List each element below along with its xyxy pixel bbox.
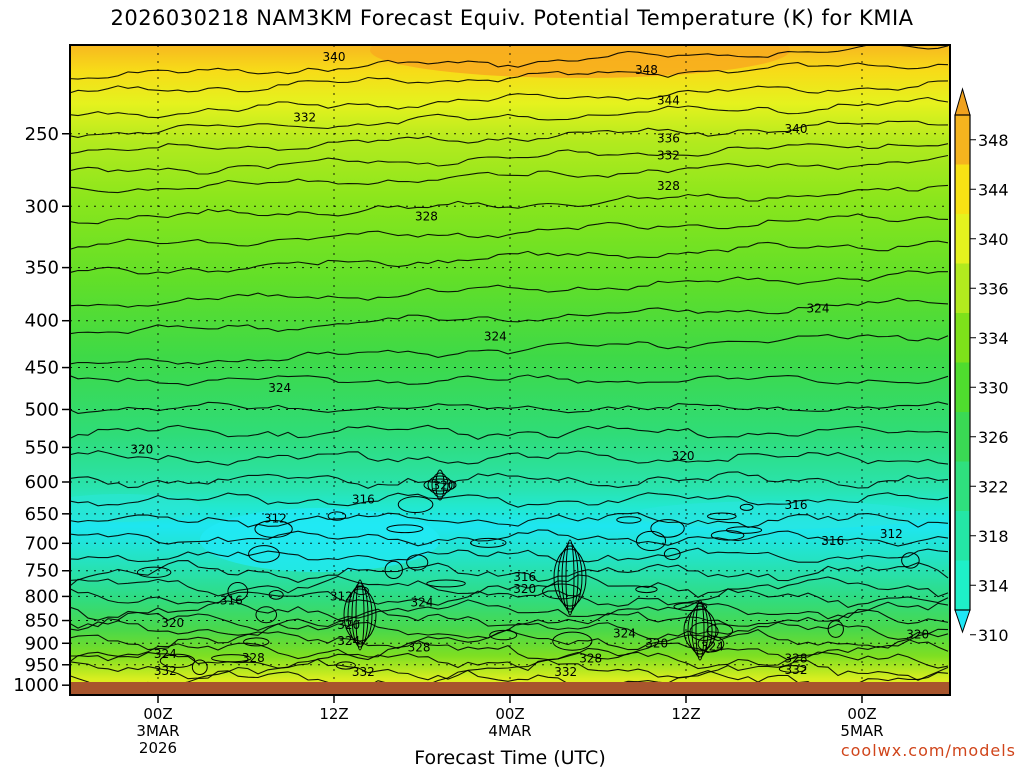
chart-title: 2026030218 NAM3KM Forecast Equiv. Potent… bbox=[110, 6, 914, 30]
y-tick-label: 600 bbox=[25, 472, 59, 493]
contour-label: 328 bbox=[657, 179, 680, 193]
contour-label: 324 bbox=[613, 626, 636, 640]
contour-label: 348 bbox=[635, 63, 658, 77]
x-tick-label: 2026 bbox=[139, 739, 177, 757]
colorbar-segment bbox=[955, 263, 970, 314]
contour-label: 316 bbox=[513, 570, 536, 584]
contour-label: 340 bbox=[785, 122, 808, 136]
contour-label: 320 bbox=[337, 618, 360, 632]
contour-label: 316 bbox=[821, 534, 844, 548]
y-tick-label: 250 bbox=[25, 124, 59, 145]
colorbar-label: 326 bbox=[978, 428, 1009, 447]
y-tick-label: 850 bbox=[25, 611, 59, 632]
site-watermark: coolwx.com/models bbox=[840, 741, 1016, 760]
colorbar-segment bbox=[955, 164, 970, 215]
colorbar-label: 334 bbox=[978, 329, 1009, 348]
colorbar-segment bbox=[955, 362, 970, 413]
contour-label: 324 bbox=[484, 329, 507, 343]
x-tick-label: 00Z bbox=[143, 705, 172, 723]
contour-label: 344 bbox=[657, 94, 680, 108]
contour-label: 312 bbox=[880, 527, 903, 541]
colorbar-label: 348 bbox=[978, 131, 1009, 150]
contour-label: 316 bbox=[785, 498, 808, 512]
contour-label: 320 bbox=[161, 616, 184, 630]
contour-label: 320 bbox=[513, 582, 536, 596]
colorbar-segment bbox=[955, 412, 970, 462]
y-tick-label: 550 bbox=[25, 437, 59, 458]
y-tick-label: 1000 bbox=[13, 675, 59, 696]
colorbar-frame bbox=[954, 114, 971, 611]
y-tick-label: 750 bbox=[25, 561, 59, 582]
contour-label: 320 bbox=[672, 449, 695, 463]
contour-label: 324 bbox=[701, 639, 724, 653]
colorbar-segment bbox=[955, 511, 970, 561]
y-tick-label: 500 bbox=[25, 399, 59, 420]
colorbar-label: 314 bbox=[978, 576, 1009, 595]
contour-label: 320 bbox=[130, 443, 153, 457]
x-axis-label: Forecast Time (UTC) bbox=[414, 747, 605, 768]
x-tick-label: 00Z bbox=[847, 705, 876, 723]
contour-label: 324 bbox=[268, 381, 291, 395]
contour-label: 328 bbox=[242, 651, 265, 665]
contour-label: 324 bbox=[337, 634, 360, 648]
colorbar-label: 310 bbox=[978, 626, 1009, 645]
x-tick-label: 00Z bbox=[495, 705, 524, 723]
contour-label: 324 bbox=[807, 302, 830, 316]
contour-label: 328 bbox=[415, 210, 438, 224]
contour-label: 328 bbox=[408, 641, 431, 655]
colorbar-max-arrow bbox=[954, 87, 971, 116]
contour-label: 332 bbox=[352, 665, 375, 679]
y-tick-label: 400 bbox=[25, 311, 59, 332]
colorbar-segment bbox=[955, 461, 970, 512]
x-tick-label: 3MAR bbox=[136, 722, 179, 740]
contour-label: 340 bbox=[323, 50, 346, 64]
contour-label: 332 bbox=[554, 665, 577, 679]
y-tick-label: 350 bbox=[25, 258, 59, 279]
contour-label: 312 bbox=[330, 589, 353, 603]
contour-label: 320 bbox=[906, 627, 929, 641]
contour-label: 312 bbox=[264, 512, 287, 526]
x-tick-label: 12Z bbox=[671, 705, 700, 723]
colorbar-segment bbox=[955, 560, 970, 611]
y-tick-label: 950 bbox=[25, 655, 59, 676]
contour-label: 332 bbox=[657, 148, 680, 162]
contour-label: 332 bbox=[293, 111, 316, 125]
contour-label: 332 bbox=[154, 664, 177, 678]
colorbar-segment bbox=[955, 214, 970, 264]
contour-label: 320 bbox=[433, 478, 456, 492]
colorbar-label: 344 bbox=[978, 180, 1009, 199]
contour-label: 324 bbox=[154, 647, 177, 661]
colorbar-label: 318 bbox=[978, 527, 1009, 546]
contour-label: 316 bbox=[220, 593, 243, 607]
y-tick-label: 700 bbox=[25, 533, 59, 554]
y-tick-label: 300 bbox=[25, 196, 59, 217]
colorbar-label: 336 bbox=[978, 279, 1009, 298]
x-tick-label: 12Z bbox=[319, 705, 348, 723]
contour-label: 328 bbox=[579, 651, 602, 665]
contour-label: 320 bbox=[645, 636, 668, 650]
contour-label: 336 bbox=[657, 132, 680, 146]
colorbar-label: 340 bbox=[978, 230, 1009, 249]
y-tick-label: 450 bbox=[25, 358, 59, 379]
y-tick-label: 900 bbox=[25, 633, 59, 654]
colorbar-min-arrow bbox=[954, 609, 971, 634]
contour-label: 316 bbox=[352, 492, 375, 506]
colorbar-segment bbox=[955, 115, 970, 165]
colorbar-segment bbox=[955, 313, 970, 363]
y-tick-label: 800 bbox=[25, 586, 59, 607]
ground-surface bbox=[70, 682, 950, 695]
contour-label: 328 bbox=[785, 651, 808, 665]
colorbar-label: 330 bbox=[978, 378, 1009, 397]
contour-label: 324 bbox=[411, 595, 434, 609]
x-tick-label: 5MAR bbox=[840, 722, 883, 740]
x-tick-label: 4MAR bbox=[488, 722, 531, 740]
contour-label: 332 bbox=[785, 663, 808, 677]
colorbar-label: 322 bbox=[978, 477, 1009, 496]
y-tick-label: 650 bbox=[25, 504, 59, 525]
